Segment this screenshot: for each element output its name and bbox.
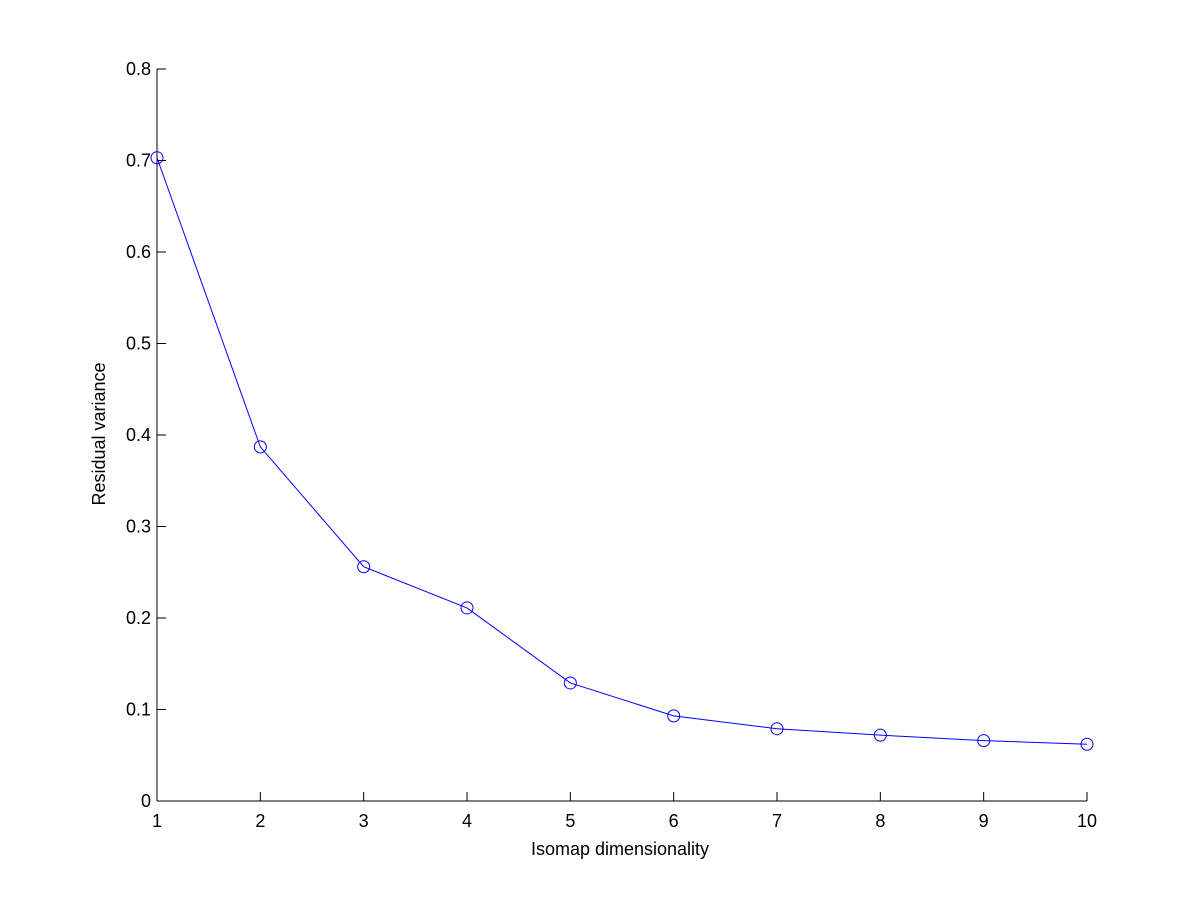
- data-point: [667, 709, 681, 723]
- x-tick-label: 2: [255, 811, 265, 831]
- y-tick-label: 0.7: [126, 151, 151, 171]
- x-tick-label: 10: [1077, 811, 1097, 831]
- y-tick-label: 0.6: [126, 242, 151, 262]
- x-axis-label: Isomap dimensionality: [531, 839, 709, 859]
- x-tick-label: 9: [979, 811, 989, 831]
- data-point: [1080, 737, 1094, 751]
- data-point: [253, 440, 267, 454]
- data-point: [977, 734, 991, 748]
- y-tick-label: 0.4: [126, 425, 151, 445]
- x-tick-label: 3: [359, 811, 369, 831]
- x-tick-label: 1: [152, 811, 162, 831]
- data-point: [770, 722, 784, 736]
- x-tick-label: 8: [875, 811, 885, 831]
- data-point: [150, 151, 164, 165]
- series: [150, 151, 1094, 751]
- data-point: [873, 728, 887, 742]
- x-tick-label: 6: [669, 811, 679, 831]
- y-tick-label: 0.2: [126, 608, 151, 628]
- x-tick-label: 4: [462, 811, 472, 831]
- data-point: [563, 676, 577, 690]
- axes: [156, 69, 1087, 802]
- y-tick-label: 0: [141, 791, 151, 811]
- ticks: 1 2 3 4 5 6 7 8 9 10 0 0.1 0.2 0.3 0.4 0.5 0.6 0.7 0.8: [126, 59, 1097, 831]
- x-tick-label: 5: [565, 811, 575, 831]
- series-line: [156, 157, 1088, 745]
- y-tick-label: 0.1: [126, 700, 151, 720]
- y-tick-label: 0.3: [126, 517, 151, 537]
- x-tick-label: 7: [772, 811, 782, 831]
- y-tick-label: 0.8: [126, 59, 151, 79]
- data-point: [357, 560, 371, 574]
- data-point: [460, 601, 474, 615]
- y-tick-label: 0.5: [126, 334, 151, 354]
- y-axis-label: Residual variance: [89, 362, 109, 505]
